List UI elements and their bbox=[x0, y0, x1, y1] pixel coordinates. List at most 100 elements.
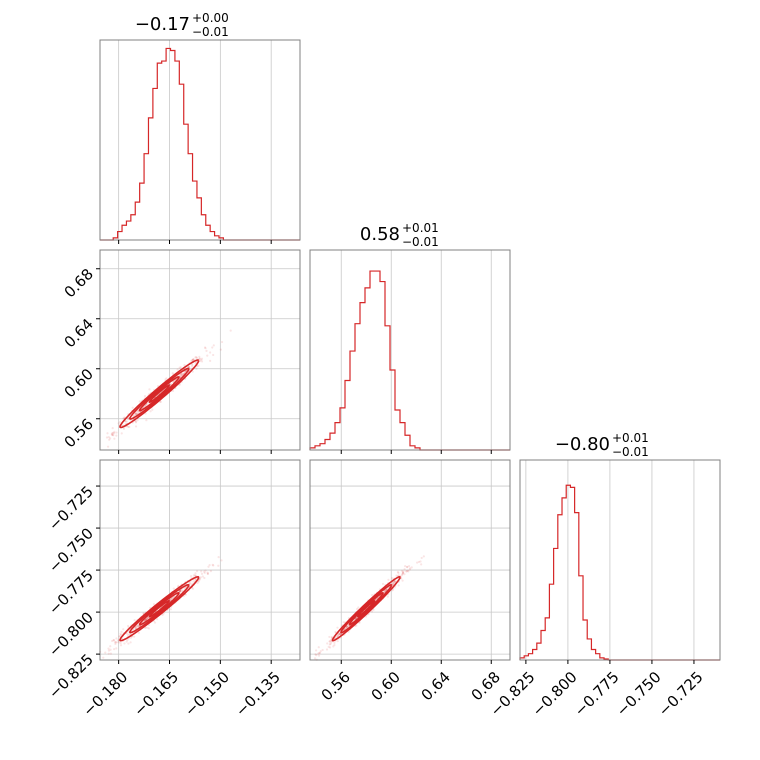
contour-2-1-level-3 bbox=[340, 583, 393, 634]
sample-point bbox=[115, 647, 118, 650]
sample-point bbox=[188, 366, 191, 369]
sample-point bbox=[200, 360, 204, 363]
sample-point bbox=[133, 619, 136, 622]
sample-point bbox=[197, 580, 200, 583]
sample-point bbox=[315, 654, 318, 657]
sample-point bbox=[328, 646, 332, 649]
sample-point bbox=[107, 647, 110, 650]
sample-point bbox=[318, 651, 321, 655]
sample-point bbox=[393, 581, 396, 584]
sample-point bbox=[178, 383, 181, 386]
sample-point bbox=[337, 633, 340, 636]
sample-point bbox=[120, 630, 123, 633]
sample-point bbox=[209, 359, 212, 362]
sample-point bbox=[207, 565, 210, 568]
sample-point bbox=[330, 636, 333, 639]
sample-point bbox=[137, 631, 140, 634]
sample-point bbox=[107, 649, 111, 652]
sample-point bbox=[135, 625, 138, 628]
y-tick-label: 0.56 bbox=[61, 415, 97, 451]
sample-point bbox=[180, 373, 183, 376]
sample-point bbox=[333, 643, 336, 647]
x-tick-label: −0.135 bbox=[232, 668, 284, 720]
sample-point bbox=[134, 627, 138, 630]
sample-point bbox=[145, 617, 149, 620]
contour-2-0-level-3 bbox=[129, 583, 190, 634]
sample-point bbox=[102, 656, 105, 659]
sample-point bbox=[146, 626, 149, 629]
sample-point bbox=[179, 589, 182, 593]
sample-point bbox=[179, 375, 182, 378]
sample-point bbox=[405, 570, 408, 573]
sample-point bbox=[317, 654, 321, 657]
sample-point bbox=[203, 346, 207, 349]
sample-point bbox=[203, 571, 206, 574]
sample-point bbox=[338, 633, 342, 636]
contour-2-0-level-2 bbox=[138, 591, 180, 626]
sample-point bbox=[198, 357, 201, 360]
sample-point bbox=[397, 584, 400, 587]
contour-2-0-level-1 bbox=[148, 599, 170, 618]
sample-point bbox=[145, 419, 148, 422]
sample-point bbox=[171, 389, 175, 392]
sample-point bbox=[201, 575, 204, 578]
sample-point bbox=[180, 374, 183, 377]
sample-point bbox=[372, 608, 375, 611]
sample-point bbox=[396, 570, 399, 574]
sample-point bbox=[113, 648, 116, 651]
sample-point bbox=[370, 610, 374, 613]
sample-point bbox=[183, 370, 186, 373]
contour-1-0-level-4 bbox=[119, 359, 200, 429]
y-tick-label: −0.825 bbox=[45, 650, 97, 702]
sample-point bbox=[111, 433, 114, 437]
sample-point bbox=[200, 358, 203, 361]
sample-point bbox=[195, 367, 198, 370]
sample-point bbox=[212, 564, 215, 567]
sample-point bbox=[111, 431, 115, 435]
sample-point bbox=[188, 582, 191, 585]
sample-point bbox=[385, 587, 389, 591]
sample-point bbox=[393, 580, 396, 583]
sample-point bbox=[405, 570, 408, 573]
sample-point bbox=[134, 412, 137, 416]
sample-point bbox=[192, 358, 195, 361]
sample-point bbox=[355, 607, 359, 611]
sample-point bbox=[416, 561, 419, 564]
contour-2-1-level-2 bbox=[348, 591, 384, 626]
sample-point bbox=[159, 400, 162, 403]
sample-point bbox=[317, 652, 320, 655]
sample-point bbox=[152, 603, 156, 606]
sample-point bbox=[345, 625, 348, 628]
sample-point bbox=[332, 645, 335, 648]
sample-point bbox=[392, 582, 395, 585]
sample-point bbox=[151, 408, 154, 411]
sample-point bbox=[199, 576, 202, 579]
sample-point bbox=[195, 570, 199, 573]
sample-point bbox=[404, 565, 407, 568]
sample-point bbox=[134, 425, 138, 428]
sample-point bbox=[181, 372, 184, 375]
param-2-upper-error: +0.01 bbox=[402, 221, 439, 235]
sample-point bbox=[128, 633, 131, 636]
sample-point bbox=[129, 636, 133, 639]
y-tick-label: 0.68 bbox=[61, 265, 97, 301]
sample-point bbox=[327, 645, 330, 648]
sample-point bbox=[328, 643, 331, 646]
sample-point bbox=[192, 358, 195, 361]
x-tick-label: −0.750 bbox=[613, 668, 665, 720]
sample-point bbox=[336, 626, 339, 629]
sample-point bbox=[148, 388, 151, 391]
sample-point bbox=[153, 621, 157, 624]
sample-point bbox=[198, 357, 202, 360]
sample-point bbox=[408, 568, 411, 571]
sample-point bbox=[104, 651, 107, 654]
sample-point bbox=[191, 370, 194, 373]
sample-point bbox=[108, 438, 111, 441]
sample-point bbox=[110, 433, 114, 436]
sample-point bbox=[120, 633, 123, 636]
sample-point bbox=[111, 432, 114, 435]
sample-point bbox=[200, 572, 204, 575]
sample-point bbox=[118, 635, 121, 638]
sample-point bbox=[172, 587, 175, 590]
sample-point bbox=[156, 618, 159, 621]
